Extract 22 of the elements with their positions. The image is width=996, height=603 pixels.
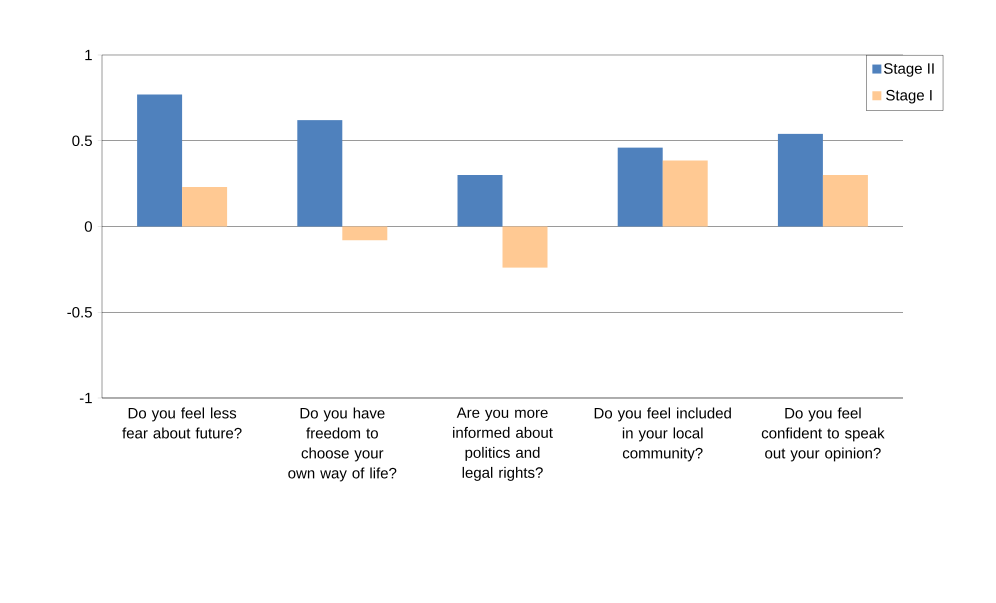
y-tick-label: 0 xyxy=(84,221,92,232)
x-tick-label: Do you have freedom to choose your own way of life? xyxy=(288,407,396,482)
bar xyxy=(297,120,342,226)
legend-label: Stage I xyxy=(886,90,932,104)
bar xyxy=(822,175,868,226)
bar xyxy=(502,226,548,268)
x-tick-label: Do you feel confident to speak out your opinion? xyxy=(762,407,885,462)
x-tick-label: Do you feel less fear about future? xyxy=(122,407,242,438)
bar xyxy=(342,226,388,240)
bar xyxy=(458,175,503,226)
y-tick-label: 1 xyxy=(85,50,92,60)
y-tick-label: -1 xyxy=(80,392,92,404)
legend-label: Stage II xyxy=(884,63,934,77)
bar xyxy=(137,94,182,226)
x-tick-label: Do you feel included in your local community? xyxy=(594,407,731,462)
y-tick-label: -0.5 xyxy=(67,306,92,318)
bar xyxy=(778,134,823,226)
bar xyxy=(182,187,228,226)
x-tick-label: Are you more informed about politics and legal rights? xyxy=(453,407,553,481)
bar xyxy=(662,160,708,226)
bar xyxy=(618,148,663,226)
y-tick-label: 0.5 xyxy=(72,135,92,146)
